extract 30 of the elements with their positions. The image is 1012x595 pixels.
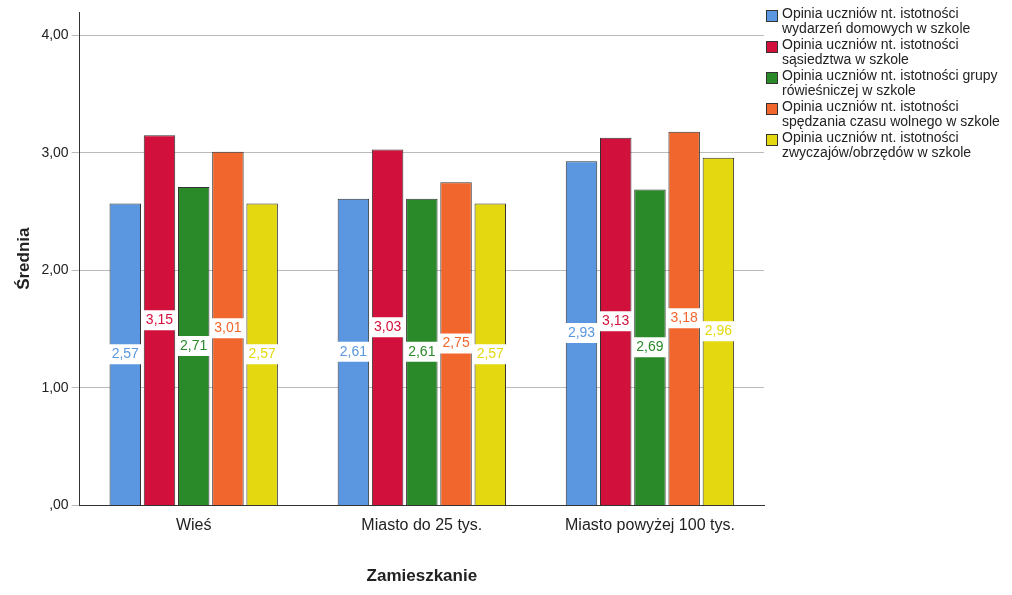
data-label: 2,57 <box>248 345 276 362</box>
y-tick-label: 2,00 <box>41 261 69 278</box>
y-tick-label: 1,00 <box>41 378 69 395</box>
y-tick-label: ,00 <box>49 496 69 513</box>
data-label: 2,71 <box>180 336 208 353</box>
legend-label: Opinia uczniów nt. istotności grupy rówieśniczej w szkole <box>782 67 999 98</box>
legend-label: Opinia uczniów nt. istotności wydarzeń domowych w szkole <box>782 5 972 36</box>
x-tick-label: Wieś <box>175 516 212 534</box>
data-label: 2,61 <box>408 342 436 359</box>
x-tick-label: Miasto powyżej 100 tys. <box>565 516 735 534</box>
legend-label: Opinia uczniów nt. istotności zwyczajów/obrzędów w szkole <box>782 129 973 160</box>
data-label: 3,13 <box>602 312 630 329</box>
data-label: 3,03 <box>373 318 402 335</box>
legend-label: Opinia uczniów nt. istotności spędzania czasu wolnego w szkole <box>782 98 1001 129</box>
data-label: 2,75 <box>442 334 470 351</box>
legend-label: Opinia uczniów nt. istotności sąsiedztwa w szkole <box>782 36 960 67</box>
data-label: 3,15 <box>145 310 174 327</box>
data-label: 2,93 <box>567 323 596 340</box>
data-label: 2,57 <box>111 345 140 362</box>
data-label: 3,18 <box>670 309 698 326</box>
x-axis-title: Zamieszkanie <box>366 566 478 586</box>
y-axis-title: Średnia <box>13 226 33 290</box>
data-label: 3,01 <box>214 319 242 336</box>
y-tick-label: 3,00 <box>41 143 69 160</box>
data-label: 2,69 <box>636 338 664 354</box>
data-label: 2,96 <box>704 322 733 339</box>
x-tick-label: Miasto do 25 tys. <box>361 516 483 534</box>
y-tick-label: 4,00 <box>41 26 69 43</box>
data-label: 2,57 <box>476 345 505 362</box>
data-label: 2,61 <box>339 342 368 359</box>
